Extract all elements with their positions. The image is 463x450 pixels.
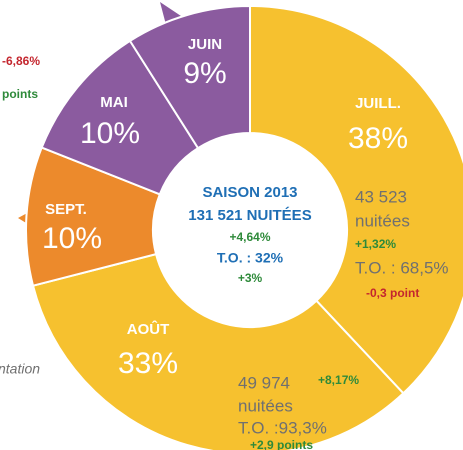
- slice-value-label: 38%: [348, 122, 408, 155]
- slice: [31, 252, 405, 450]
- slice-category: JUIN: [188, 36, 222, 53]
- center-text: SAISON 2013: [202, 184, 297, 201]
- center-text: +3%: [238, 271, 263, 285]
- slice: [249, 4, 463, 395]
- annotation: +8,17%: [318, 373, 359, 387]
- center-text: 131 521 NUITÉES: [188, 207, 311, 224]
- annotation: +1,32%: [355, 237, 396, 251]
- annotation: T.O. : 68,5%: [355, 258, 449, 277]
- annotation: -6,86%: [2, 54, 40, 68]
- annotation: 5 points: [0, 87, 38, 101]
- slice-category: MAI: [100, 94, 128, 111]
- annotation: 43 523: [355, 187, 407, 206]
- slice-value-label: 33%: [118, 347, 178, 380]
- slice: [128, 4, 251, 150]
- slice-category: AOÛT: [127, 320, 170, 338]
- slice-value-label: 10%: [42, 222, 102, 255]
- hole: [154, 134, 346, 326]
- annotation: ntation: [0, 361, 40, 377]
- annotation: nuitées: [355, 211, 410, 230]
- annotation: 49 974: [238, 373, 290, 392]
- center-text: T.O. : 32%: [217, 250, 284, 266]
- center-text: +4,64%: [229, 230, 270, 244]
- annotation: -0,3 point: [366, 286, 419, 300]
- slice-category: JUILL.: [355, 95, 401, 112]
- slice-value-label: 9%: [183, 57, 226, 90]
- annotation: T.O. :93,3%: [238, 418, 327, 437]
- annotation: nuitées: [238, 396, 293, 415]
- slice-value-label: 10%: [80, 117, 140, 150]
- slice-category: SEPT.: [45, 201, 87, 218]
- annotation: +2,9 points: [250, 438, 313, 450]
